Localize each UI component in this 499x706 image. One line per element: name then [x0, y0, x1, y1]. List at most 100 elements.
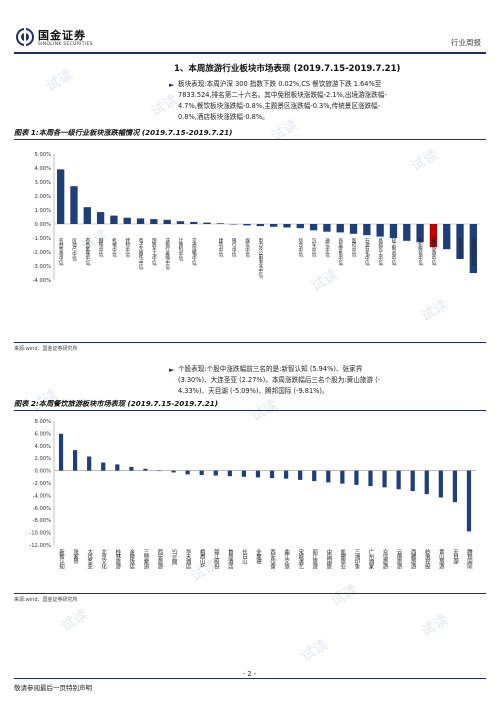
x-category-label: 西安旅游 [157, 549, 164, 571]
x-category-label: 桂林旅游 [114, 548, 121, 571]
chart-bar [176, 221, 185, 224]
y-tick-label: -2.00% [33, 250, 51, 256]
chart-bar [129, 466, 134, 471]
logo-subtext: SINOLINK SECURITIES [38, 42, 93, 47]
chart-bar [115, 464, 120, 471]
chart-bar [157, 470, 162, 472]
chart-bar [323, 224, 331, 232]
x-category-label: 金陵饭店 [128, 548, 135, 571]
chart-bar [283, 224, 291, 228]
x-category-label: 煤炭(中信) [245, 237, 251, 258]
y-tick-label: -8.00% [33, 518, 51, 524]
watermark: 试读 [298, 636, 331, 665]
figure1-title: 图表 1:本周各一级行业板块涨跌幅情况 (2019.7.15-2019.7.21… [14, 128, 233, 137]
x-category-label: 锦江股份 [213, 548, 220, 571]
chart-bar [416, 224, 424, 243]
x-category-label: 交通运输(中信) [191, 237, 197, 266]
watermark: 试读 [43, 66, 76, 95]
chart-bar [123, 217, 131, 224]
x-category-label: 纺织服装(中信) [418, 237, 424, 266]
chart-bar [396, 470, 401, 490]
x-category-label: 汽车(中信) [311, 237, 317, 258]
chart-bar [309, 224, 318, 231]
x-category-label: 首旅酒店 [227, 548, 234, 571]
chart-bar [438, 470, 443, 498]
y-tick-label: -4.00% [33, 278, 51, 284]
x-category-label: 有色金属(中信) [85, 237, 91, 266]
chart-bar [429, 224, 438, 247]
chart-bar [150, 219, 158, 224]
chart-bar [110, 215, 118, 224]
bullet-icon: ► [169, 81, 175, 89]
chart-bar [213, 470, 218, 476]
x-category-label: 食品饮料(中信) [471, 237, 477, 266]
section-title: 1、本周旅游行业板块市场表现 (2019.7.15-2019.7.21) [174, 64, 401, 74]
x-category-label: 三特索道 [142, 549, 149, 571]
x-category-label: 大连圣亚 [86, 548, 93, 570]
y-tick-label: 3.00% [35, 180, 52, 186]
x-category-label: 机械(中信) [111, 237, 117, 258]
paragraph-line: 板块表现:本周沪深 300 指数下跌 0.02%,CS 餐饮旅游下跌 1.64%… [178, 80, 382, 88]
x-category-label: 华天酒店 [185, 548, 192, 571]
chart-bar [72, 450, 78, 471]
chart-bar [326, 470, 331, 483]
y-tick-label: 4.00% [35, 444, 52, 450]
chart-bar [469, 224, 478, 273]
chart-bar [312, 470, 317, 482]
chart-bar [269, 224, 278, 227]
x-category-label: 曲江文旅 [283, 548, 290, 571]
chart-bar [96, 212, 105, 224]
figure1-bottom-rule [14, 342, 486, 343]
x-category-label: 医药(中信) [351, 238, 357, 258]
chart-bar [227, 470, 232, 477]
y-tick-label: 6.00% [35, 431, 52, 437]
x-category-label: 非银行金融(中信) [165, 237, 171, 270]
chart-bar [136, 218, 145, 224]
x-category-label: 农林牧渔(中信) [58, 237, 64, 266]
chart-bar [256, 224, 265, 227]
figure2-bottom-rule [14, 593, 486, 594]
stock-bar-chart: 8.00% 6.00% 4.00% 2.00% 0.00% -2.00% -4.00% -6.… [29, 419, 476, 571]
chart-bar [443, 224, 451, 250]
logo-text: 国金证券 [38, 29, 86, 42]
chart-bar [424, 470, 429, 495]
chart-bar [403, 224, 411, 241]
x-category-label: 建筑(中信) [218, 237, 224, 258]
chart-bar [456, 224, 464, 259]
chart-bar [203, 222, 211, 224]
y-tick-label: 0.00% [35, 222, 52, 228]
y-tick-label: -10.00% [29, 531, 51, 537]
chart-bar [199, 470, 204, 475]
x-category-label: 云南旅游 [396, 549, 403, 571]
chart-bar [163, 219, 171, 224]
chart-bar [243, 224, 251, 226]
chart-bar [368, 470, 373, 487]
watermark: 试读 [148, 91, 181, 120]
chart-bar [56, 169, 65, 224]
y-tick-label: 2.00% [35, 194, 52, 200]
chart-bar [452, 470, 458, 503]
x-category-label: 房地产(中信) [71, 237, 77, 262]
chart-bar [410, 470, 415, 492]
chart-bar [101, 462, 106, 471]
x-category-label: 天目湖 [452, 549, 459, 566]
x-category-label: 国防军工(中信) [151, 238, 157, 266]
x-category-label: 峨眉山A [199, 548, 206, 568]
y-tick-label: 5.00% [35, 152, 52, 158]
stock-performance-paragraph: ► 个股表现:个股中涨跌幅前三名的是:新智认知 (5.94%)、张家界 (3.3… [169, 364, 478, 397]
paragraph-line: 0.8%,酒店板块涨跌幅-0.8%。 [178, 113, 269, 121]
x-category-label: 计算机(中信) [178, 237, 184, 262]
y-tick-label: -4.00% [33, 493, 51, 499]
y-tick-label: -1.00% [33, 236, 51, 242]
x-category-label: 西安饮食 [269, 549, 276, 571]
x-category-label: 建材(中信) [125, 237, 131, 258]
x-category-label: 新智认知 [58, 548, 65, 571]
report-type-label: 行业周报 [451, 38, 481, 47]
sinolink-logo-icon [16, 28, 34, 46]
y-tick-label: -2.00% [33, 481, 51, 487]
x-category-label: 通信(中信) [324, 237, 330, 258]
chart-bar [376, 224, 384, 237]
chart-bar [389, 224, 398, 238]
x-category-label: ST云网 [171, 549, 178, 566]
x-category-label: 凯撒旅业 [339, 548, 346, 570]
